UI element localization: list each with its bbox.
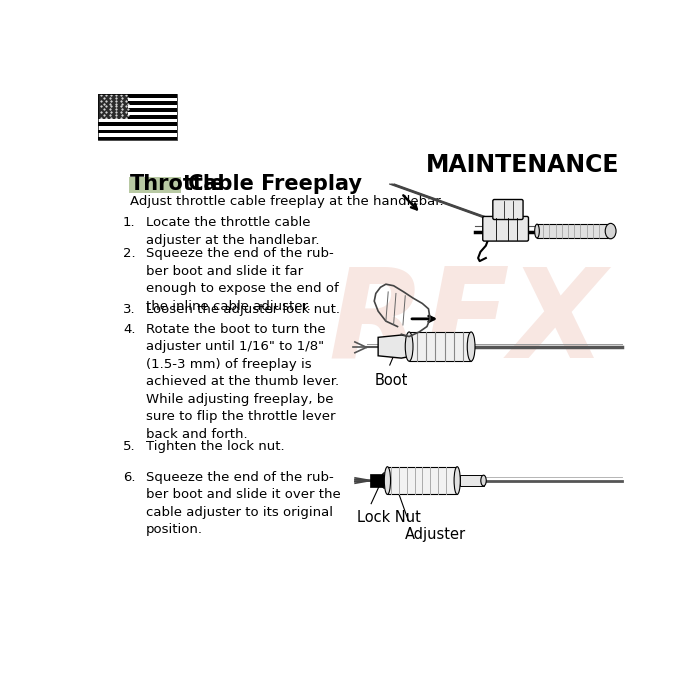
Text: Squeeze the end of the rub-
ber boot and slide it far
enough to expose the end o: Squeeze the end of the rub- ber boot and… <box>146 247 338 313</box>
Text: MAINTENANCE: MAINTENANCE <box>426 153 619 177</box>
Bar <box>98 101 176 105</box>
Bar <box>98 119 176 122</box>
FancyBboxPatch shape <box>483 216 528 241</box>
Text: 1.: 1. <box>123 216 136 230</box>
Bar <box>98 130 176 133</box>
Text: Adjuster: Adjuster <box>405 526 466 542</box>
Bar <box>98 133 176 136</box>
Ellipse shape <box>481 475 486 486</box>
Bar <box>461 475 484 486</box>
Bar <box>98 136 176 140</box>
Ellipse shape <box>405 332 413 361</box>
Text: Adjust throttle cable freeplay at the handlebar.: Adjust throttle cable freeplay at the ha… <box>130 195 444 207</box>
Bar <box>98 116 176 119</box>
Bar <box>537 224 610 238</box>
Bar <box>129 177 181 192</box>
Bar <box>409 332 471 361</box>
Ellipse shape <box>535 224 539 238</box>
Bar <box>98 105 176 108</box>
Text: 2.: 2. <box>123 247 136 260</box>
Text: 4.: 4. <box>123 323 136 336</box>
Text: Squeeze the end of the rub-
ber boot and slide it over the
cable adjuster to its: Squeeze the end of the rub- ber boot and… <box>146 470 340 536</box>
Bar <box>98 126 176 130</box>
Bar <box>98 112 176 116</box>
Ellipse shape <box>454 467 461 494</box>
Text: Cable Freeplay: Cable Freeplay <box>181 174 363 194</box>
Ellipse shape <box>468 332 475 361</box>
Bar <box>98 97 176 101</box>
Ellipse shape <box>384 467 391 494</box>
Text: 5.: 5. <box>123 440 136 453</box>
FancyBboxPatch shape <box>493 199 523 220</box>
Bar <box>98 94 176 97</box>
Text: RFX: RFX <box>328 262 606 383</box>
Ellipse shape <box>606 223 616 239</box>
Text: Rotate the boot to turn the
adjuster until 1/16" to 1/8"
(1.5-3 mm) of freeplay : Rotate the boot to turn the adjuster unt… <box>146 323 339 441</box>
Bar <box>98 94 128 119</box>
Bar <box>98 108 176 112</box>
Text: Lock Nut: Lock Nut <box>357 510 421 525</box>
Polygon shape <box>378 335 409 358</box>
Text: Tighten the lock nut.: Tighten the lock nut. <box>146 440 284 453</box>
Text: Throttle: Throttle <box>130 174 225 194</box>
Text: 6.: 6. <box>123 470 136 484</box>
Bar <box>370 475 384 486</box>
Text: Loosen the adjuster lock nut.: Loosen the adjuster lock nut. <box>146 304 340 316</box>
Ellipse shape <box>382 473 387 489</box>
Bar <box>98 122 176 126</box>
Text: 3.: 3. <box>123 304 136 316</box>
Bar <box>387 467 457 494</box>
Text: Boot: Boot <box>374 372 407 388</box>
Text: Locate the throttle cable
adjuster at the handlebar.: Locate the throttle cable adjuster at th… <box>146 216 319 247</box>
Bar <box>98 94 176 140</box>
Bar <box>98 94 176 140</box>
